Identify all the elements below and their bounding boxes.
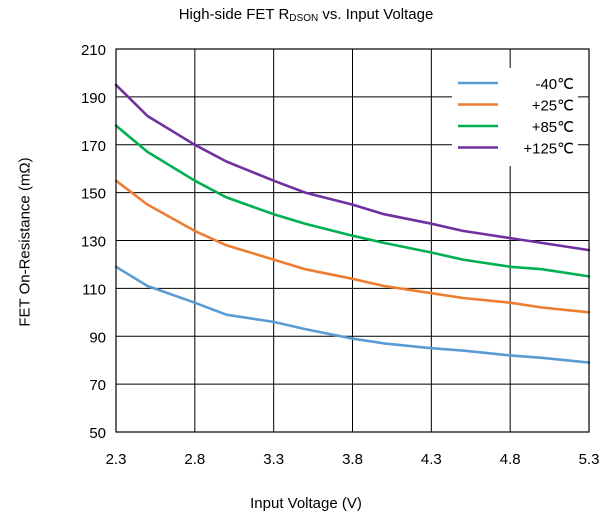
y-tick-label: 190 [81,90,106,107]
series-line-3 [114,83,591,252]
y-tick-label: 170 [81,138,106,155]
x-tick-label: 3.3 [263,451,284,468]
chart-title-subscript: DSON [289,13,319,24]
series-line-0 [114,265,591,364]
y-tick-label: 50 [89,425,106,442]
chart-title-prefix: High-side FET R [178,6,290,23]
series-line-1 [114,179,591,314]
legend-box [452,68,578,166]
legend-label: +25℃ [532,98,574,115]
x-axis-label: Input Voltage (V) [250,495,362,512]
x-tick-label: 3.8 [342,451,363,468]
y-tick-label: 70 [89,377,106,394]
chart-title: High-side FET RDSON vs. Input Voltage [0,6,612,24]
x-tick-label: 5.3 [579,451,600,468]
y-tick-label: 110 [82,281,106,298]
y-tick-label: 90 [89,329,106,346]
series-line-2 [114,124,591,278]
y-axis-label: FET On-Resistance (mΩ) [16,157,34,327]
y-tick-label: 210 [81,42,106,59]
y-tick-label: 130 [81,234,106,251]
x-tick-label: 4.8 [500,451,521,468]
legend-label: +125℃ [523,141,574,158]
x-tick-label: 4.3 [421,451,442,468]
y-tick-label: 150 [81,186,106,203]
plot-frame [115,48,590,433]
legend-label: -40℃ [535,76,574,93]
x-tick-label: 2.8 [184,451,205,468]
chart-title-suffix: vs. Input Voltage [318,6,434,23]
legend-label: +85℃ [532,119,574,136]
x-tick-label: 2.3 [106,451,127,468]
